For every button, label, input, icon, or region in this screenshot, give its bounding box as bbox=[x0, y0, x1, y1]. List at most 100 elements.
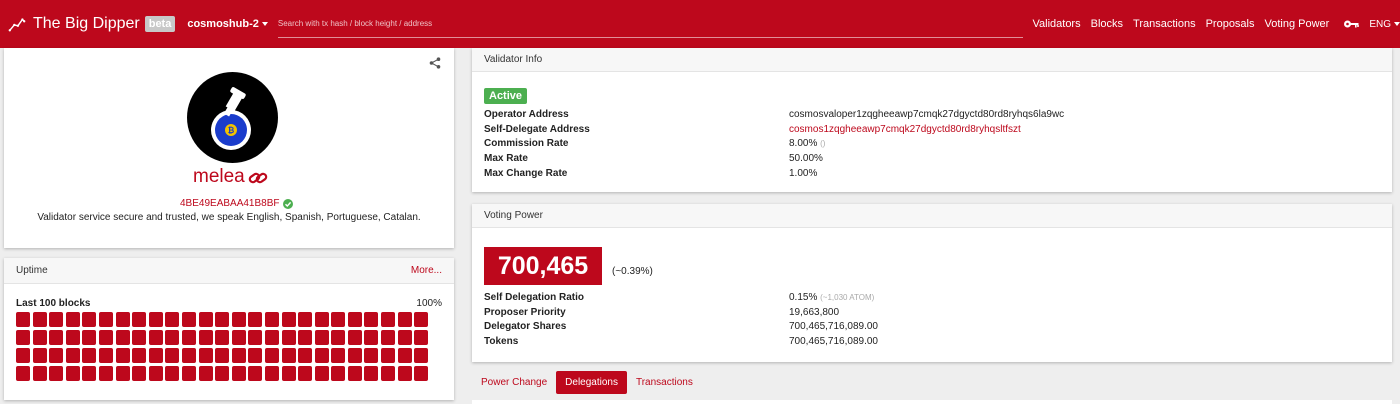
nav-link-transactions[interactable]: Transactions bbox=[1133, 18, 1196, 30]
uptime-block[interactable] bbox=[231, 330, 246, 345]
uptime-block[interactable] bbox=[98, 366, 113, 381]
uptime-block[interactable] bbox=[148, 366, 163, 381]
tab-delegations[interactable]: Delegations bbox=[556, 371, 627, 394]
uptime-block[interactable] bbox=[215, 366, 230, 381]
uptime-block[interactable] bbox=[281, 348, 296, 363]
uptime-block[interactable] bbox=[397, 312, 412, 327]
uptime-block[interactable] bbox=[165, 312, 180, 327]
uptime-block[interactable] bbox=[82, 312, 97, 327]
uptime-block[interactable] bbox=[132, 330, 147, 345]
uptime-block[interactable] bbox=[248, 330, 263, 345]
hex-address[interactable]: 4BE49EABAA41B8BF bbox=[180, 198, 280, 209]
uptime-block[interactable] bbox=[65, 312, 80, 327]
uptime-block[interactable] bbox=[215, 312, 230, 327]
uptime-block[interactable] bbox=[98, 348, 113, 363]
uptime-block[interactable] bbox=[347, 366, 362, 381]
uptime-block[interactable] bbox=[364, 366, 379, 381]
uptime-block[interactable] bbox=[364, 312, 379, 327]
uptime-block[interactable] bbox=[198, 330, 213, 345]
uptime-block[interactable] bbox=[414, 366, 429, 381]
uptime-block[interactable] bbox=[16, 330, 30, 345]
uptime-block[interactable] bbox=[132, 366, 147, 381]
uptime-block[interactable] bbox=[16, 312, 30, 327]
uptime-block[interactable] bbox=[98, 330, 113, 345]
uptime-block[interactable] bbox=[215, 330, 230, 345]
search-input[interactable] bbox=[277, 19, 1023, 28]
uptime-block[interactable] bbox=[65, 366, 80, 381]
uptime-block[interactable] bbox=[264, 312, 279, 327]
uptime-block[interactable] bbox=[115, 366, 130, 381]
share-icon[interactable] bbox=[429, 57, 441, 69]
uptime-block[interactable] bbox=[347, 348, 362, 363]
uptime-block[interactable] bbox=[298, 312, 313, 327]
uptime-block[interactable] bbox=[16, 348, 30, 363]
uptime-block[interactable] bbox=[65, 348, 80, 363]
uptime-block[interactable] bbox=[32, 312, 47, 327]
uptime-block[interactable] bbox=[331, 366, 346, 381]
uptime-block[interactable] bbox=[414, 312, 429, 327]
uptime-more-link[interactable]: More... bbox=[410, 265, 442, 276]
uptime-block[interactable] bbox=[16, 366, 30, 381]
uptime-block[interactable] bbox=[397, 348, 412, 363]
uptime-block[interactable] bbox=[264, 366, 279, 381]
uptime-block[interactable] bbox=[397, 330, 412, 345]
uptime-block[interactable] bbox=[264, 330, 279, 345]
uptime-block[interactable] bbox=[82, 330, 97, 345]
uptime-block[interactable] bbox=[347, 312, 362, 327]
uptime-block[interactable] bbox=[49, 366, 64, 381]
brand[interactable]: The Big Dipper beta bbox=[8, 15, 176, 33]
uptime-block[interactable] bbox=[364, 348, 379, 363]
uptime-block[interactable] bbox=[115, 330, 130, 345]
uptime-block[interactable] bbox=[314, 312, 329, 327]
uptime-block[interactable] bbox=[281, 312, 296, 327]
uptime-block[interactable] bbox=[115, 312, 130, 327]
uptime-block[interactable] bbox=[381, 366, 396, 381]
uptime-block[interactable] bbox=[331, 348, 346, 363]
uptime-block[interactable] bbox=[248, 312, 263, 327]
uptime-block[interactable] bbox=[32, 330, 47, 345]
uptime-block[interactable] bbox=[198, 348, 213, 363]
uptime-block[interactable] bbox=[148, 330, 163, 345]
uptime-block[interactable] bbox=[165, 366, 180, 381]
uptime-block[interactable] bbox=[148, 312, 163, 327]
uptime-block[interactable] bbox=[181, 330, 196, 345]
uptime-block[interactable] bbox=[331, 330, 346, 345]
key-icon[interactable] bbox=[1343, 18, 1360, 30]
uptime-block[interactable] bbox=[32, 366, 47, 381]
uptime-block[interactable] bbox=[181, 348, 196, 363]
uptime-block[interactable] bbox=[49, 312, 64, 327]
uptime-block[interactable] bbox=[32, 348, 47, 363]
external-link-icon[interactable] bbox=[248, 170, 268, 186]
uptime-block[interactable] bbox=[347, 330, 362, 345]
chain-selector[interactable]: cosmoshub-2 bbox=[187, 18, 268, 30]
uptime-block[interactable] bbox=[198, 312, 213, 327]
uptime-block[interactable] bbox=[82, 366, 97, 381]
self-delegate-address-link[interactable]: cosmos1zqgheeawp7cmqk27dgyctd80rd8ryhqsl… bbox=[789, 123, 1021, 135]
uptime-block[interactable] bbox=[381, 312, 396, 327]
uptime-block[interactable] bbox=[298, 366, 313, 381]
uptime-block[interactable] bbox=[298, 330, 313, 345]
uptime-block[interactable] bbox=[165, 348, 180, 363]
uptime-block[interactable] bbox=[181, 312, 196, 327]
uptime-block[interactable] bbox=[231, 312, 246, 327]
nav-link-blocks[interactable]: Blocks bbox=[1090, 18, 1124, 30]
uptime-block[interactable] bbox=[314, 348, 329, 363]
uptime-block[interactable] bbox=[298, 348, 313, 363]
uptime-block[interactable] bbox=[132, 312, 147, 327]
nav-link-proposals[interactable]: Proposals bbox=[1205, 18, 1255, 30]
uptime-block[interactable] bbox=[49, 330, 64, 345]
uptime-block[interactable] bbox=[148, 348, 163, 363]
uptime-block[interactable] bbox=[381, 348, 396, 363]
nav-link-validators[interactable]: Validators bbox=[1032, 18, 1081, 30]
nav-link-voting-power[interactable]: Voting Power bbox=[1264, 18, 1330, 30]
uptime-block[interactable] bbox=[231, 366, 246, 381]
uptime-block[interactable] bbox=[414, 348, 429, 363]
uptime-block[interactable] bbox=[98, 312, 113, 327]
uptime-block[interactable] bbox=[115, 348, 130, 363]
uptime-block[interactable] bbox=[397, 366, 412, 381]
uptime-block[interactable] bbox=[248, 348, 263, 363]
uptime-block[interactable] bbox=[281, 330, 296, 345]
uptime-block[interactable] bbox=[231, 348, 246, 363]
uptime-block[interactable] bbox=[264, 348, 279, 363]
uptime-block[interactable] bbox=[281, 366, 296, 381]
